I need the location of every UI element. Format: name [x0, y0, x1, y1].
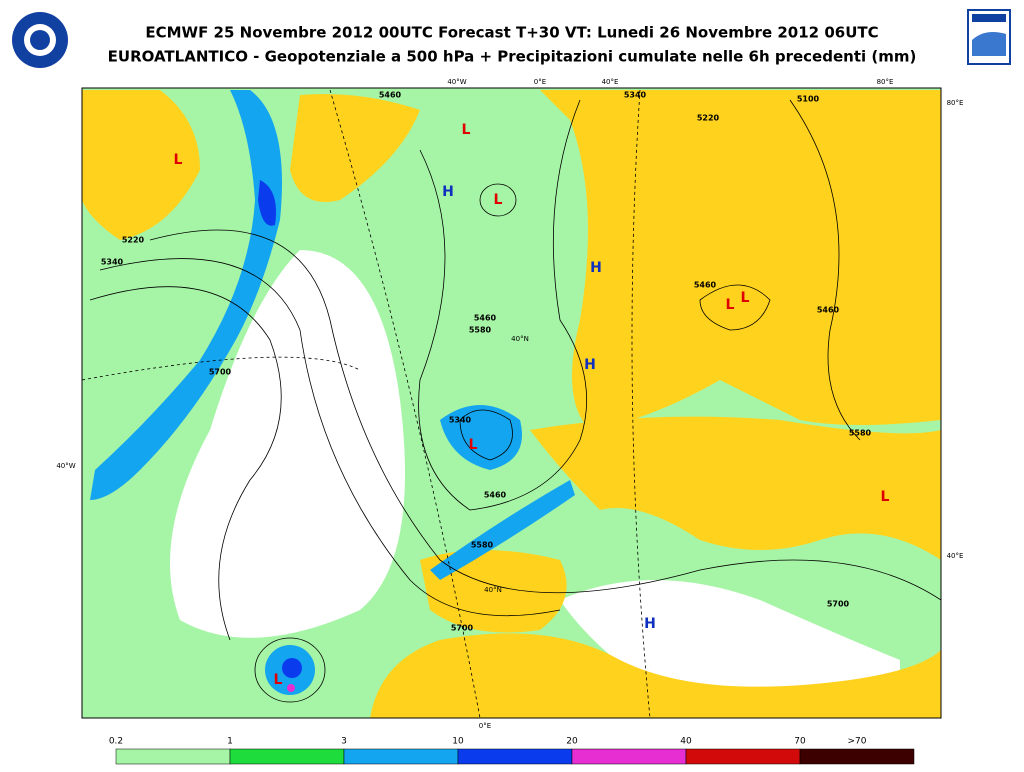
contour-label: 5220 [122, 236, 145, 245]
pressure-center: H [584, 357, 596, 373]
coordinate-label: 40°W [447, 78, 466, 86]
coordinate-label: 80°E [877, 78, 894, 86]
contour-label: 5340 [449, 416, 472, 425]
contour-label: 5580 [849, 429, 872, 438]
contour-label: 5460 [379, 91, 402, 100]
colorbar-segment [799, 748, 915, 765]
colorbar-label: 3 [341, 737, 347, 747]
colorbar-label: 20 [566, 737, 578, 747]
colorbar-label: 1 [227, 737, 233, 747]
coordinate-label: 40°E [947, 552, 964, 560]
coordinate-label: 40°W [56, 462, 75, 470]
pressure-center: H [590, 260, 602, 276]
pressure-center: L [462, 122, 471, 138]
colorbar-segment [343, 748, 459, 765]
pressure-center: L [726, 297, 735, 313]
pressure-center: L [469, 437, 478, 453]
contour-label: 5220 [697, 114, 720, 123]
contour-label: 5340 [624, 91, 647, 100]
contour-label: 5460 [484, 491, 507, 500]
coordinate-label: 0°E [479, 722, 491, 730]
logo-left [12, 12, 68, 68]
pressure-center: H [644, 616, 656, 632]
colorbar-segment [685, 748, 801, 765]
colorbar-label: 0.2 [109, 737, 123, 747]
logo-right [967, 9, 1011, 65]
colorbar-label: 10 [452, 737, 464, 747]
contour-label: 5100 [797, 95, 820, 104]
colorbar-segment [571, 748, 687, 765]
contour-label: 5580 [469, 326, 492, 335]
contour-label: 5340 [101, 258, 124, 267]
pressure-center: H [442, 184, 454, 200]
pressure-center: L [881, 489, 890, 505]
contour-label: 5460 [817, 306, 840, 315]
map [82, 88, 941, 718]
colorbar-label: 40 [680, 737, 692, 747]
coordinate-label: 40°E [602, 78, 619, 86]
contour-label: 5580 [471, 541, 494, 550]
pressure-center: L [494, 192, 503, 208]
coordinate-label: 40°N [484, 586, 502, 594]
title: ECMWF 25 Novembre 2012 00UTC Forecast T+… [145, 24, 878, 42]
colorbar-segment [229, 748, 345, 765]
contour-label: 5460 [474, 314, 497, 323]
coordinate-label: 80°E [947, 99, 964, 107]
contour-label: 5700 [451, 624, 474, 633]
pressure-center: L [741, 290, 750, 306]
pressure-center: L [174, 152, 183, 168]
contour-label: 5460 [694, 281, 717, 290]
colorbar-segment [457, 748, 573, 765]
colorbar-segment [115, 748, 231, 765]
colorbar-label: >70 [848, 737, 867, 747]
map-frame [81, 87, 942, 719]
coordinate-label: 40°N [511, 335, 529, 343]
subtitle: EUROATLANTICO - Geopotenziale a 500 hPa … [108, 48, 917, 66]
contour-label: 5700 [827, 600, 850, 609]
contour-label: 5700 [209, 368, 232, 377]
coordinate-label: 0°E [534, 78, 546, 86]
colorbar-label: 70 [794, 737, 806, 747]
pressure-center: L [274, 672, 283, 688]
